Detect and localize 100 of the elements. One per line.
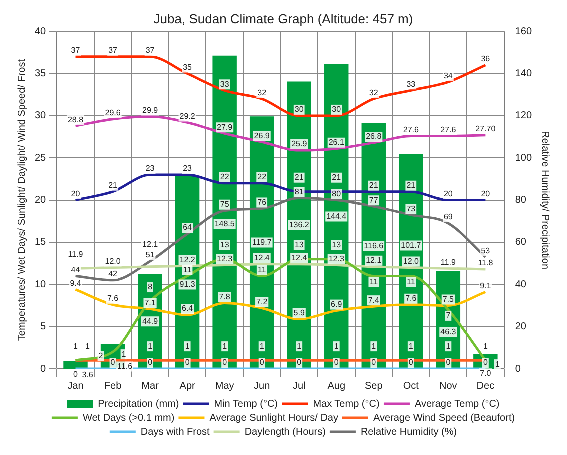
bar: [64, 361, 88, 369]
data-label: 0: [297, 358, 302, 368]
y2-tick-label: 20: [515, 322, 527, 333]
data-label: 0: [222, 358, 228, 368]
data-label: 1: [495, 360, 500, 369]
data-label: 0: [446, 358, 452, 368]
data-label: 0: [372, 358, 377, 368]
data-label: 23: [183, 164, 193, 174]
data-label: 9.1: [480, 281, 492, 290]
data-label: 32: [258, 88, 268, 98]
data-label: 0: [110, 358, 116, 368]
data-label: 6.4: [182, 304, 194, 314]
data-label: 69: [444, 212, 454, 222]
data-label: 33: [406, 80, 416, 89]
data-label: 11.6: [118, 362, 134, 371]
data-label: 23: [146, 164, 156, 174]
data-label: 12.2: [180, 255, 196, 264]
data-label: 20: [444, 190, 454, 199]
data-label: 5.9: [294, 308, 306, 318]
data-label: 12.1: [142, 240, 159, 250]
x-tick-label: Feb: [104, 380, 122, 392]
data-label: 11.9: [440, 258, 456, 267]
x-tick-label: Jun: [254, 380, 270, 392]
x-tick-label: Dec: [476, 380, 495, 392]
data-label: 75: [220, 200, 230, 210]
data-label: 136.2: [289, 220, 310, 230]
data-label: 0: [408, 358, 414, 368]
data-label: 33: [220, 80, 230, 89]
data-label: 7.0: [480, 368, 492, 378]
data-label: 11: [406, 277, 416, 286]
data-label: 37: [108, 46, 118, 56]
data-label: 26.1: [328, 138, 345, 148]
data-label: 20: [481, 190, 491, 199]
y-tick-label: 10: [35, 279, 47, 290]
data-label: 0: [334, 358, 340, 368]
data-label: 26.8: [366, 132, 382, 142]
data-label: 7.2: [256, 297, 268, 306]
data-label: 51: [146, 250, 156, 260]
data-label: 0: [185, 358, 190, 368]
data-label: 1: [297, 342, 302, 351]
data-label: 26.9: [254, 131, 270, 140]
data-label: 21: [369, 181, 379, 190]
data-label: 11.8: [478, 258, 494, 268]
data-label: 8: [148, 282, 154, 292]
y-tick-label: 30: [35, 110, 47, 122]
data-label: 7.8: [219, 292, 231, 302]
chart-title: Juba, Sudan Climate Graph (Altitude: 457 m): [154, 11, 414, 26]
legend-label: Wet Days (>0.1 mm): [82, 412, 175, 424]
data-label: 0: [148, 358, 154, 368]
data-label: 20: [71, 190, 81, 199]
data-label: 77: [369, 196, 379, 205]
data-label: 12.1: [366, 256, 382, 266]
data-label: 81: [294, 187, 304, 196]
data-label: 12.0: [105, 256, 122, 266]
data-label: 3.6: [82, 370, 94, 380]
data-label: 13: [220, 240, 230, 250]
y2-tick-label: 0: [515, 364, 522, 375]
data-label: 1: [260, 342, 265, 351]
data-label: 7.1: [144, 298, 156, 308]
legend-label: Average Wind Speed (Beaufort): [373, 412, 516, 424]
legend-label: Precipitation (mm): [98, 398, 180, 410]
data-label: 32: [369, 88, 379, 98]
data-label: 11.9: [68, 250, 84, 259]
data-label: 28.8: [68, 115, 84, 124]
data-label: 7.4: [368, 296, 380, 305]
data-label: 1: [446, 342, 452, 351]
data-label: 29.6: [105, 108, 122, 118]
legend-label: Relative Humidity (%): [360, 426, 458, 438]
data-label: 1: [334, 342, 340, 351]
legend-label: Days with Frost: [140, 426, 210, 438]
data-label: 27.70: [476, 124, 496, 134]
data-label: 64: [183, 223, 193, 232]
data-label: 29.9: [142, 106, 159, 115]
data-label: 0: [260, 358, 265, 368]
data-label: 30: [294, 105, 304, 114]
data-label: 144.4: [326, 212, 348, 221]
data-label: 11: [370, 277, 379, 286]
data-label: 21: [294, 173, 304, 182]
y2-tick-label: 100: [515, 152, 532, 164]
y2-tick-label: 40: [515, 279, 527, 290]
data-label: 1: [185, 342, 190, 351]
data-label: 119.7: [252, 238, 272, 247]
data-label: 6.9: [331, 300, 343, 309]
data-label: 1: [122, 350, 127, 359]
data-label: 11: [258, 265, 267, 274]
data-label: 44: [71, 265, 81, 274]
data-label: 35: [183, 62, 193, 72]
legend-label: Average Temp (°C): [414, 398, 500, 410]
y2-tick-label: 160: [515, 26, 532, 38]
data-label: 1: [86, 342, 91, 351]
data-label: 73: [406, 204, 416, 214]
data-label: 1: [408, 342, 414, 351]
data-label: 1: [372, 342, 377, 351]
x-tick-label: Sep: [364, 380, 384, 392]
y-tick-label: 15: [35, 237, 47, 248]
data-label: 11: [183, 265, 192, 274]
y-tick-label: 25: [35, 152, 47, 164]
data-label: 42: [108, 270, 118, 279]
data-label: 36: [481, 54, 491, 64]
y2-tick-label: 120: [515, 110, 532, 122]
